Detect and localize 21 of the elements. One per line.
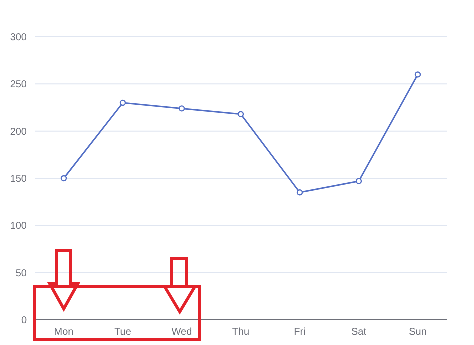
point — [414, 72, 422, 78]
x-tick-label: Thu — [232, 327, 250, 338]
point — [356, 178, 362, 184]
point — [178, 106, 186, 112]
y-tick-label: 100 — [10, 221, 28, 232]
x-tick-label: Tue — [114, 327, 132, 338]
point — [238, 111, 244, 118]
point — [120, 100, 126, 106]
y-tick-label: 250 — [10, 80, 28, 91]
x-tick-label: Sat — [351, 327, 367, 338]
y-tick-label: 200 — [10, 126, 28, 138]
y-tick-label: 0 — [21, 316, 28, 327]
y-tick-label: 150 — [10, 174, 28, 186]
point — [60, 175, 68, 182]
y-tick-label: 300 — [10, 32, 28, 44]
y-tick-label: 50 — [16, 268, 28, 280]
x-tick-label: Wed — [172, 327, 192, 338]
x-tick-label: Mon — [54, 327, 74, 338]
x-tick-label: Sun — [409, 327, 427, 338]
x-tick-label: Fri — [294, 327, 306, 338]
point — [296, 190, 304, 196]
